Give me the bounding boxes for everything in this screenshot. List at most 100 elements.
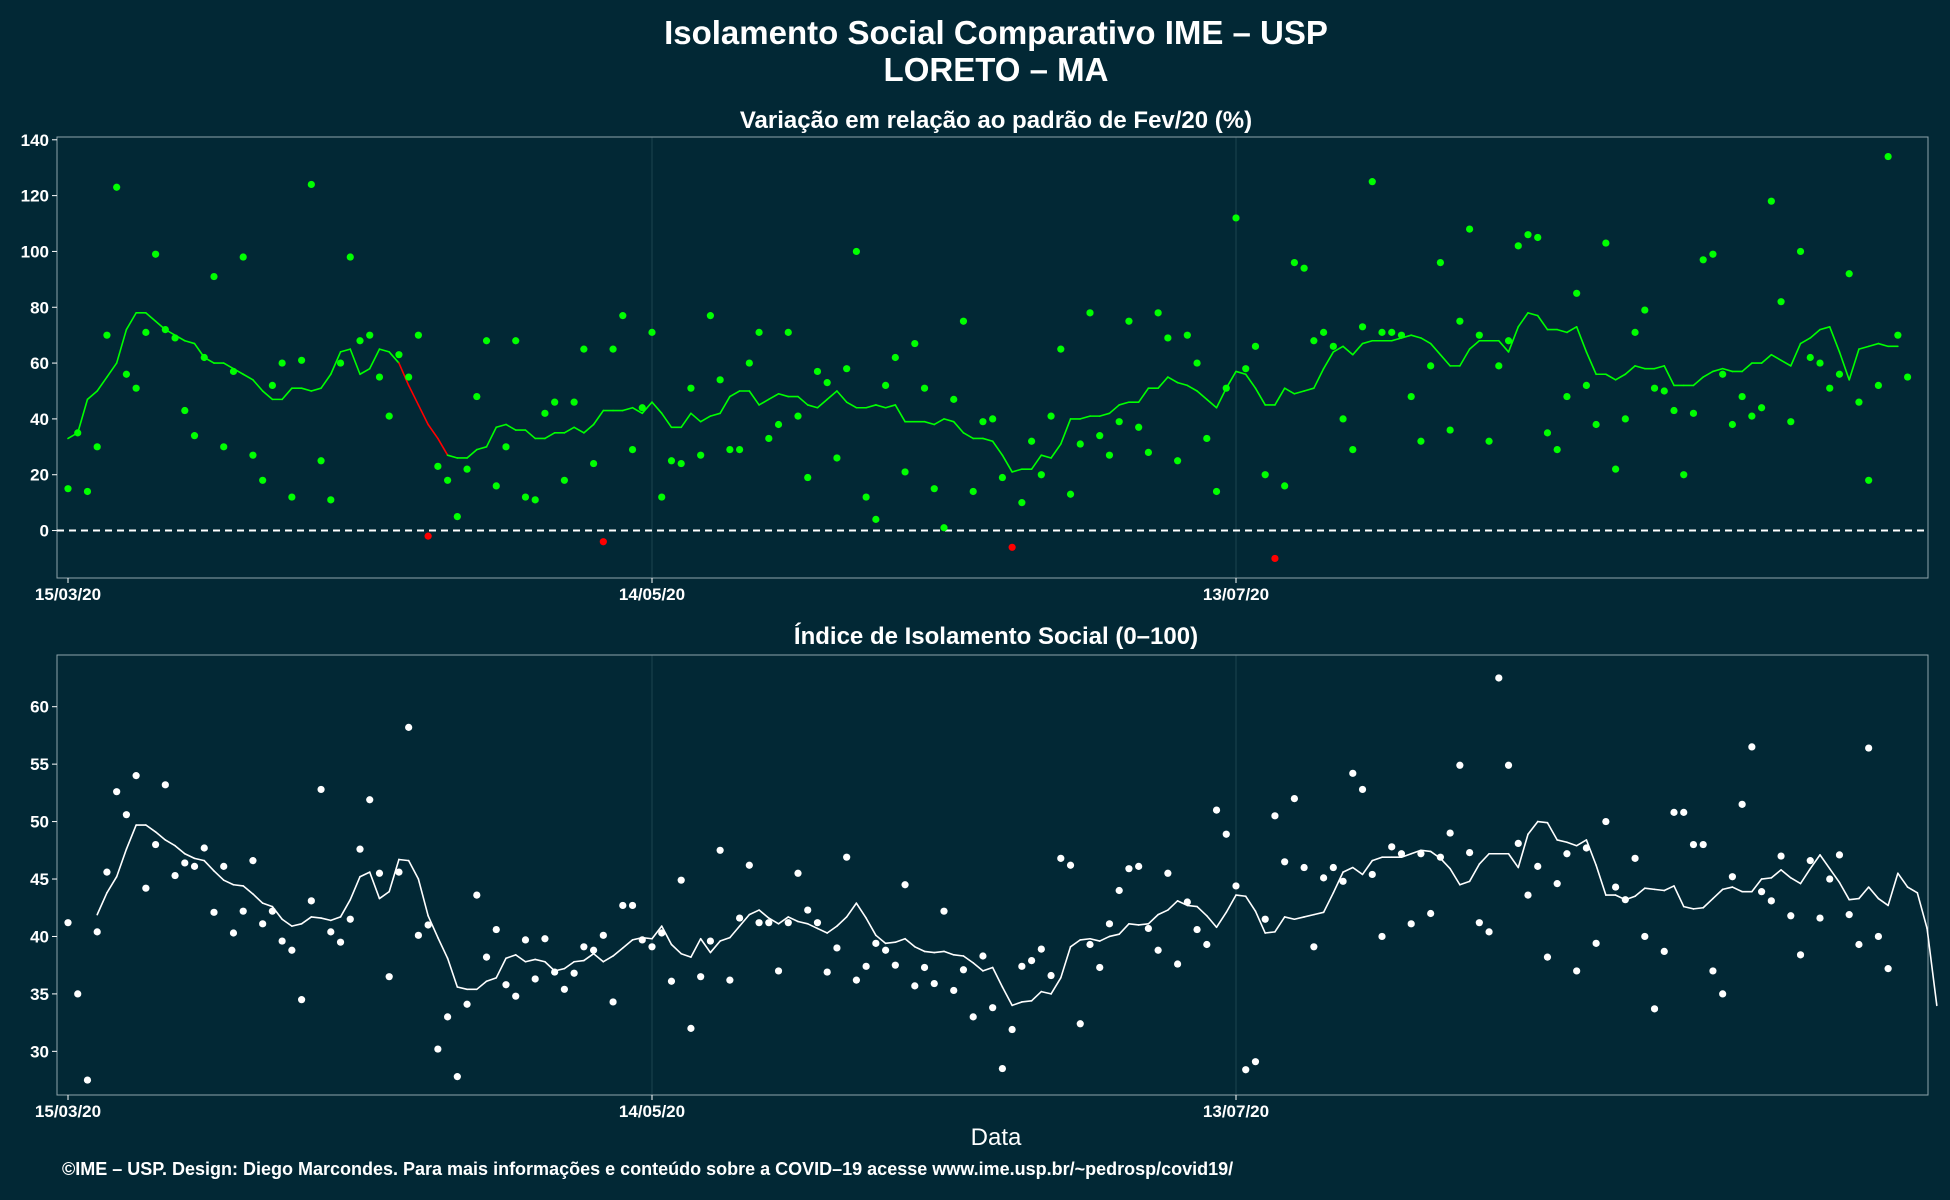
p1-data-point [424, 532, 432, 540]
p2-data-point [823, 968, 831, 976]
p2-data-point [1183, 898, 1191, 906]
p1-data-point [1154, 309, 1162, 317]
p2-moving-avg-segment [738, 913, 751, 927]
p2-moving-avg-segment [563, 960, 575, 970]
p1-data-point [1456, 317, 1464, 325]
p1-data-point [638, 404, 646, 412]
p1-data-point [1271, 554, 1279, 563]
p2-data-point [239, 907, 247, 915]
p1-data-point [220, 443, 228, 451]
p1-moving-avg-segment [797, 395, 809, 406]
p1-data-point [93, 443, 101, 451]
footer-credit: ©IME – USP. Design: Diego Marcondes. Par… [62, 1159, 1233, 1179]
p2-data-point [833, 944, 841, 952]
p1-data-point [1203, 434, 1211, 443]
p1-data-point [1135, 423, 1143, 431]
p1-data-point [1796, 247, 1805, 256]
p1-moving-avg-segment [729, 390, 741, 398]
p1-moving-avg-segment [505, 423, 517, 431]
p1-y-tick-label: 100 [21, 242, 49, 261]
p1-moving-avg-segment [368, 348, 381, 370]
p2-moving-avg-segment [291, 923, 303, 927]
p2-data-point [1748, 743, 1756, 751]
p1-data-point [1660, 387, 1668, 395]
p1-data-point [1183, 331, 1191, 339]
p2-moving-avg-segment [1877, 897, 1889, 907]
p2-data-point [1397, 850, 1406, 858]
p2-data-point [1612, 883, 1620, 891]
p2-moving-avg-segment [1147, 913, 1159, 925]
p2-data-point [531, 975, 539, 983]
p1-data-point [453, 512, 461, 521]
p1-moving-avg-segment [1167, 376, 1179, 384]
p2-data-point [327, 928, 335, 936]
p1-data-point [706, 312, 715, 320]
p1-data-point [580, 345, 588, 353]
p2-data-point [385, 973, 393, 981]
p2-moving-avg-segment [602, 955, 614, 963]
p1-data-point [1738, 392, 1746, 401]
panel-2-plot: 30 35 40 45 50 55 60 15/03/20 14/05/20 13/07/20 [30, 654, 1938, 1121]
p1-moving-avg-segment [680, 412, 692, 429]
p1-moving-avg-segment [1118, 401, 1130, 406]
p2-data-point [229, 929, 238, 937]
p1-data-point [1310, 337, 1318, 345]
p2-data-point [1573, 967, 1581, 975]
p2-moving-avg-segment [991, 966, 1004, 988]
p2-data-point [1096, 963, 1104, 972]
p2-data-point [1320, 874, 1328, 882]
p2-data-point [774, 967, 783, 975]
p1-data-point [1193, 359, 1201, 367]
p1-moving-avg-segment [1614, 373, 1627, 381]
p2-moving-avg-segment [378, 890, 391, 900]
p2-data-point [220, 862, 228, 870]
p2-data-point [288, 946, 296, 954]
p1-data-point [1222, 384, 1230, 392]
p1-data-point [1894, 331, 1902, 339]
p2-data-point [658, 929, 666, 937]
p2-moving-avg-segment [261, 902, 274, 908]
p2-data-point [1466, 848, 1474, 857]
p2-moving-avg-segment [300, 916, 313, 925]
p2-data-point [453, 1073, 461, 1081]
p1-data-point [132, 384, 140, 392]
p1-moving-avg-segment [1838, 351, 1850, 381]
p1-moving-avg-segment [758, 398, 770, 406]
p2-data-point [765, 919, 773, 927]
p2-data-point [843, 853, 851, 861]
p1-moving-avg-segment [875, 404, 887, 409]
p2-data-point [1066, 861, 1075, 869]
p2-moving-avg-segment [1293, 916, 1305, 921]
p2-moving-avg-segment [534, 958, 546, 963]
p1-data-point [1719, 370, 1727, 378]
p2-moving-avg-segment [398, 858, 410, 862]
p1-data-point [813, 367, 822, 376]
p2-moving-avg-segment [1303, 913, 1315, 918]
p1-data-point [229, 367, 238, 376]
p2-moving-avg-segment [1634, 887, 1646, 898]
p2-moving-avg-segment [524, 958, 537, 963]
p2-moving-avg-segment [1215, 911, 1228, 929]
p2-data-point [1767, 897, 1775, 905]
p2-moving-avg-segment [1585, 839, 1597, 867]
p1-data-point [1076, 440, 1084, 448]
p1-data-point [1475, 331, 1483, 339]
p2-data-point [1076, 1020, 1084, 1028]
p2-y-tick-label: 30 [30, 1042, 49, 1061]
p2-data-point [1329, 863, 1337, 872]
p1-moving-avg-segment [427, 423, 439, 440]
p2-moving-avg-segment [982, 966, 994, 972]
p1-moving-avg-segment [894, 404, 906, 423]
p1-data-point [862, 493, 870, 501]
p1-data-point [1349, 446, 1357, 454]
p2-data-point [1602, 817, 1610, 826]
p1-data-point [1865, 476, 1873, 484]
p2-moving-avg-segment [505, 954, 517, 960]
p2-moving-avg-segment [1595, 864, 1607, 896]
p1-data-point [239, 253, 247, 261]
p2-moving-avg-segment [1206, 914, 1218, 929]
p1-moving-avg-segment [1585, 351, 1597, 376]
p1-data-point [103, 331, 111, 339]
p2-moving-avg-segment [1702, 897, 1714, 909]
p1-data-point [1582, 381, 1590, 390]
